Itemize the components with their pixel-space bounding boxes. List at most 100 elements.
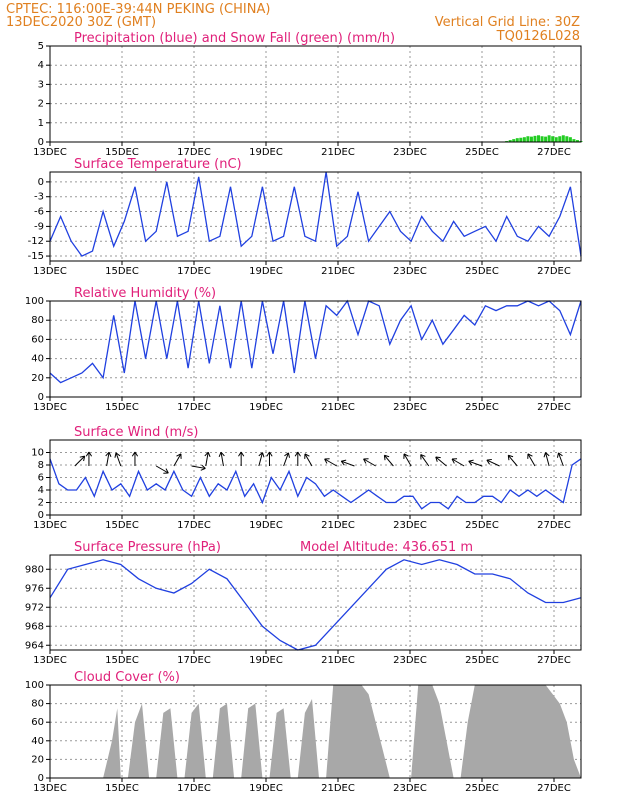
snow-bar — [512, 139, 516, 142]
y-tick-label: 4 — [38, 485, 44, 496]
wind-arrow-shaft — [363, 458, 376, 467]
y-tick-label: 10 — [31, 448, 44, 459]
wind-arrow-head — [207, 452, 211, 458]
y-tick-label: 972 — [25, 602, 44, 613]
x-tick-label: 23DEC — [393, 266, 427, 277]
snow-bar — [551, 136, 555, 142]
wind-arrow-shaft — [220, 452, 224, 467]
header-line2: 13DEC2020 30Z (GMT) — [6, 15, 156, 30]
snow-bar — [565, 136, 569, 142]
x-tick-label: 23DEC — [393, 655, 427, 666]
wind-arrow-head — [85, 451, 90, 457]
wind-arrow-head — [545, 452, 550, 457]
header-grid-note: Vertical Grid Line: 30Z — [435, 15, 580, 30]
wind-arrow — [173, 453, 182, 467]
wind-arrow-head — [340, 460, 345, 466]
wind-arrow — [435, 456, 447, 467]
x-tick-label: 15DEC — [105, 520, 139, 531]
y-tick-label: 0 — [38, 392, 44, 403]
wind-arrow-head — [108, 452, 112, 458]
chart-panel-2: Surface Temperature (nC) 0 -3 -6 -9 -12 -15 13D… — [28, 157, 582, 277]
x-tick-label: 21DEC — [321, 520, 355, 531]
wind-arrow — [420, 454, 430, 467]
chart-panel-4: Surface Wind (m/s) 02 46 810 13DEC 15DEC 17DEC… — [31, 425, 582, 531]
cloud-area — [50, 685, 581, 778]
wind-arrow-head — [266, 451, 270, 457]
y-tick-label: 20 — [31, 754, 44, 765]
wind-arrow — [258, 452, 265, 467]
wind-arrow — [155, 465, 169, 474]
snow-bar — [508, 140, 512, 142]
snow-bar — [540, 136, 544, 142]
wind-arrow-head — [218, 452, 222, 458]
wind-arrow-head — [486, 458, 492, 461]
wind-arrow-shaft — [106, 452, 110, 467]
snow-bar — [558, 136, 562, 142]
series-line — [49, 458, 582, 510]
wind-arrow — [294, 451, 301, 466]
x-tick-label: 25DEC — [465, 402, 499, 413]
x-tick-label: 25DEC — [465, 266, 499, 277]
wind-arrow-shaft — [304, 453, 313, 467]
snow-bar — [537, 135, 541, 142]
snow-bar — [575, 140, 579, 142]
y-tick-label: 60 — [31, 717, 44, 728]
wind-arrow-shaft — [435, 456, 447, 467]
x-tick-label: 27DEC — [537, 266, 571, 277]
snow-bar — [522, 137, 526, 142]
wind-arrow-head — [220, 451, 225, 457]
wind-arrow-head — [105, 451, 110, 457]
snow-bar — [533, 135, 537, 142]
y-tick-label: -3 — [34, 192, 44, 203]
x-tick-label: 25DEC — [465, 147, 499, 158]
series-line — [49, 171, 582, 257]
x-tick-label: 27DEC — [537, 147, 571, 158]
panel-annotation: Model Altitude: 436.651 m — [300, 540, 473, 555]
snow-bar — [554, 137, 558, 142]
wind-arrow — [324, 458, 337, 467]
x-tick-label: 13DEC — [33, 266, 67, 277]
x-tick-label: 17DEC — [177, 520, 211, 531]
panel-title: Cloud Cover (%) — [74, 670, 180, 685]
y-tick-label: 2 — [38, 498, 44, 509]
wind-arrow — [403, 453, 412, 467]
x-tick-label: 23DEC — [393, 783, 427, 794]
wind-arrow-head — [262, 452, 265, 458]
x-tick-label: 21DEC — [321, 402, 355, 413]
x-tick-label: 15DEC — [105, 147, 139, 158]
wind-arrow — [191, 464, 206, 471]
x-tick-label: 27DEC — [537, 783, 571, 794]
x-tick-label: 23DEC — [393, 402, 427, 413]
wind-arrow-head — [165, 468, 169, 474]
header-code: TQ0126L028 — [496, 29, 580, 44]
wind-arrow-head — [114, 452, 117, 458]
wind-arrow — [507, 454, 518, 467]
x-tick-label: 25DEC — [465, 783, 499, 794]
panel-title: Relative Humidity (%) — [74, 286, 216, 301]
wind-arrow — [204, 451, 211, 467]
x-tick-label: 17DEC — [177, 655, 211, 666]
panel-frame — [49, 45, 582, 143]
wind-arrow-head — [240, 451, 245, 457]
x-tick-label: 13DEC — [33, 520, 67, 531]
y-tick-label: 40 — [31, 354, 44, 365]
x-tick-label: 23DEC — [393, 520, 427, 531]
chart-panel-6: Cloud Cover (%) 0 20 40 60 80 100 13DEC 15DEC 17D… — [25, 670, 582, 794]
y-tick-label: -15 — [28, 251, 44, 262]
wind-arrow-head — [204, 451, 209, 457]
x-tick-label: 19DEC — [249, 783, 283, 794]
x-tick-label: 21DEC — [321, 266, 355, 277]
wind-arrow-head — [363, 458, 367, 464]
x-tick-label: 19DEC — [249, 655, 283, 666]
x-tick-label: 13DEC — [33, 402, 67, 413]
wind-arrow-shaft — [74, 455, 86, 467]
wind-arrow — [383, 454, 394, 467]
x-tick-label: 15DEC — [105, 402, 139, 413]
y-tick-label: 0 — [38, 177, 44, 188]
snow-bar — [526, 136, 530, 142]
x-tick-label: 15DEC — [105, 655, 139, 666]
y-tick-label: 968 — [25, 621, 44, 632]
y-tick-label: -9 — [34, 221, 44, 232]
y-tick-label: 980 — [25, 564, 44, 575]
wind-arrow-head — [527, 453, 533, 457]
